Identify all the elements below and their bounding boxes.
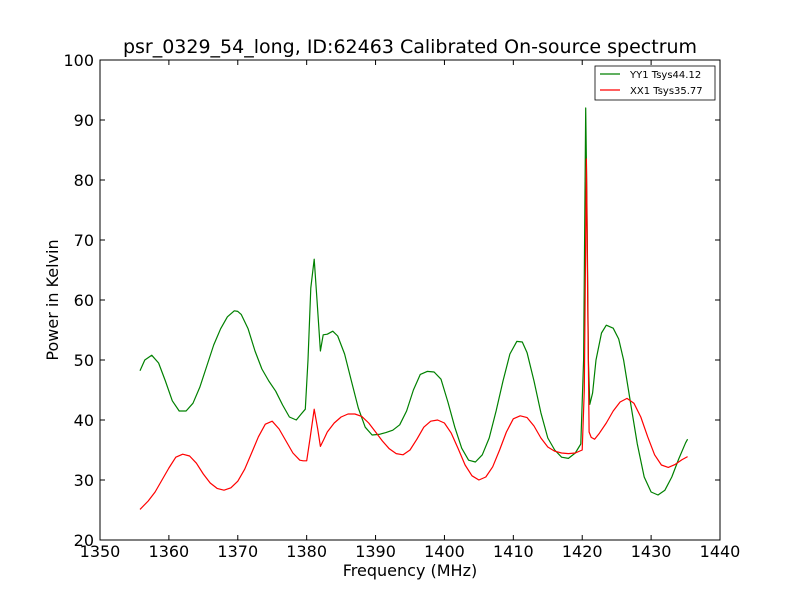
axis-ticks: 1350 1360 1370 1380 1390 1400 1410 1420 1430 1440… — [63, 51, 740, 561]
y-tick-label: 20 — [74, 531, 94, 550]
x-axis-label: Frequency (MHz) — [343, 561, 477, 580]
x-tick-label: 1390 — [355, 542, 396, 561]
chart-title: psr_0329_54_long, ID:62463 Calibrated On… — [123, 36, 697, 58]
y-tick-label: 60 — [74, 291, 94, 310]
x-tick-label: 1380 — [286, 542, 327, 561]
legend-box — [594, 65, 716, 101]
y-axis-label: Power in Kelvin — [43, 239, 62, 360]
y-tick-label: 50 — [74, 351, 94, 370]
x-tick-label: 1430 — [631, 542, 672, 561]
x-tick-label: 1400 — [424, 542, 465, 561]
y-tick-label: 80 — [74, 171, 94, 190]
legend-label-xx1: XX1 Tsys35.77 — [630, 86, 703, 97]
y-tick-label: 90 — [74, 111, 94, 130]
plot-area — [139, 107, 689, 510]
legend-label-yy1: YY1 Tsys44.12 — [629, 70, 701, 81]
series-line-xx1 — [139, 158, 688, 510]
y-tick-label: 100 — [63, 51, 94, 70]
series-line-yy1 — [139, 107, 689, 496]
x-tick-label: 1410 — [493, 542, 534, 561]
legend: YY1 Tsys44.12 XX1 Tsys35.77 — [594, 65, 716, 101]
y-tick-label: 70 — [74, 231, 94, 250]
x-tick-label: 1440 — [700, 542, 741, 561]
y-tick-label: 40 — [74, 411, 94, 430]
x-tick-label: 1350 — [80, 542, 121, 561]
x-tick-label: 1360 — [149, 542, 190, 561]
x-tick-label: 1370 — [217, 542, 258, 561]
x-tick-label: 1420 — [562, 542, 603, 561]
y-tick-label: 30 — [74, 471, 94, 490]
